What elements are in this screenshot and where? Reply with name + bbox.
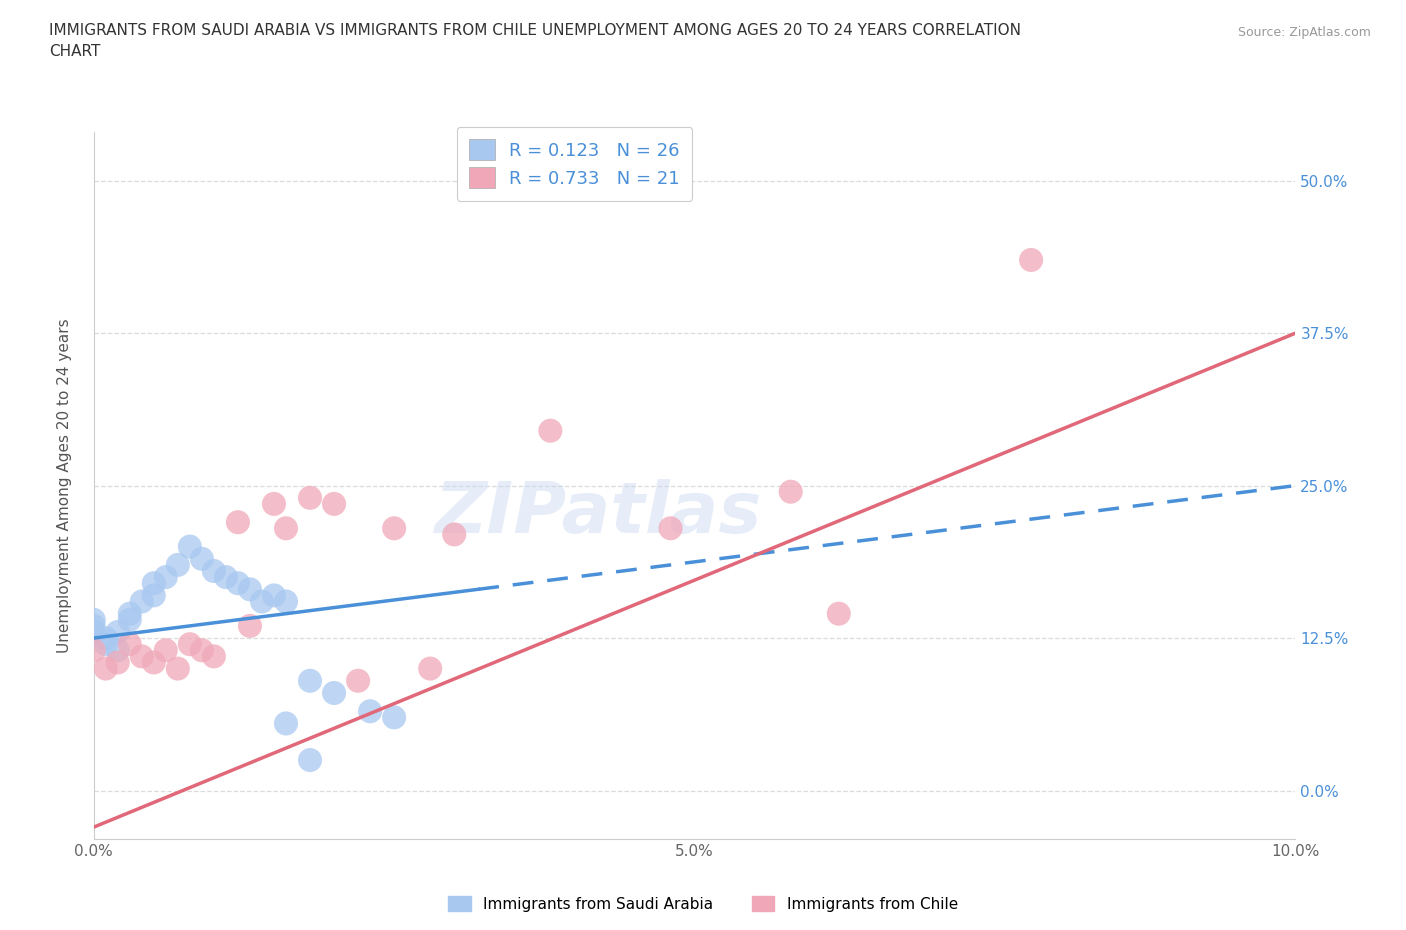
Point [94,637,117,652]
Point [215,570,238,585]
Point [274,594,297,609]
Point [443,527,465,542]
Point [118,612,141,627]
Point [94,661,117,676]
Point [263,497,285,512]
Point [107,625,129,640]
Point [323,497,346,512]
Point [131,649,153,664]
Point [298,752,321,767]
Point [155,643,177,658]
Point [538,423,561,438]
Point [1019,253,1042,268]
Point [166,661,188,676]
Point [828,606,851,621]
Point [323,685,346,700]
Point [226,576,249,591]
Point [202,649,225,664]
Point [107,643,129,658]
Point [83,618,105,633]
Text: Source: ZipAtlas.com: Source: ZipAtlas.com [1237,26,1371,39]
Y-axis label: Unemployment Among Ages 20 to 24 years: Unemployment Among Ages 20 to 24 years [58,318,72,653]
Point [166,557,188,572]
Point [191,551,214,566]
Point [107,655,129,670]
Point [347,673,370,688]
Point [94,631,117,645]
Point [118,637,141,652]
Point [239,618,262,633]
Point [250,594,273,609]
Point [131,594,153,609]
Point [202,564,225,578]
Point [263,588,285,603]
Point [382,521,405,536]
Legend: Immigrants from Saudi Arabia, Immigrants from Chile: Immigrants from Saudi Arabia, Immigrants… [441,889,965,918]
Point [239,582,262,597]
Point [179,637,201,652]
Point [191,643,214,658]
Point [298,490,321,505]
Point [298,673,321,688]
Point [155,570,177,585]
Point [179,539,201,554]
Point [779,485,801,499]
Point [359,704,381,719]
Point [142,576,165,591]
Legend: R = 0.123   N = 26, R = 0.733   N = 21: R = 0.123 N = 26, R = 0.733 N = 21 [457,126,692,201]
Point [274,521,297,536]
Point [83,625,105,640]
Point [142,655,165,670]
Point [83,612,105,627]
Point [659,521,682,536]
Point [419,661,441,676]
Point [118,606,141,621]
Point [382,710,405,724]
Point [142,588,165,603]
Point [274,716,297,731]
Point [83,643,105,658]
Text: IMMIGRANTS FROM SAUDI ARABIA VS IMMIGRANTS FROM CHILE UNEMPLOYMENT AMONG AGES 20: IMMIGRANTS FROM SAUDI ARABIA VS IMMIGRAN… [49,23,1021,60]
Point [226,515,249,530]
Text: ZIPatlas: ZIPatlas [434,479,762,549]
